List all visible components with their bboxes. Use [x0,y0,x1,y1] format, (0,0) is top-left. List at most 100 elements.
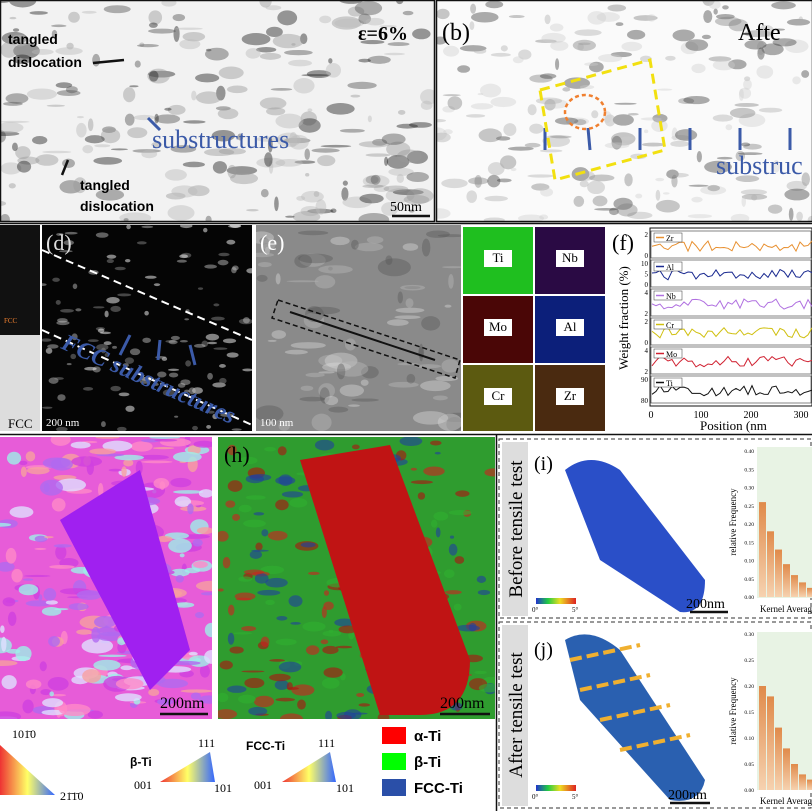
annotation: tangled [8,31,58,47]
texture-spot [744,39,767,50]
scale-label: 200nm [668,788,707,803]
histogram-bar [783,748,790,790]
texture-spot [322,630,342,637]
texture-spot [318,383,336,399]
texture-spot [474,174,482,188]
texture-spot [207,410,215,414]
texture-spot [290,621,301,625]
texture-spot [360,366,379,379]
texture-spot [265,577,288,588]
texture-spot [738,152,763,156]
texture-spot [20,466,27,478]
texture-spot [55,82,73,89]
texture-spot [18,584,39,596]
texture-spot [365,175,379,184]
texture-spot [275,476,296,485]
texture-spot [360,39,385,45]
texture-spot [277,446,287,456]
texture-spot [305,172,310,177]
texture-spot [807,215,812,221]
texture-spot [129,348,141,356]
texture-spot [212,413,218,420]
texture-spot [635,193,643,199]
texture-spot [284,349,308,355]
tag: FCC [4,317,18,325]
texture-spot [377,258,411,277]
texture-spot [42,150,72,154]
texture-spot [607,4,627,12]
texture-spot [0,625,5,634]
y-tick-label: 0.15 [744,710,754,716]
texture-spot [767,204,783,214]
texture-spot [302,621,326,632]
texture-spot [256,231,274,244]
texture-spot [42,406,53,409]
axis-title: Weight fraction (%) [616,266,631,370]
map-label: Zr [564,388,577,403]
y-tick-label: 2 [645,368,649,376]
texture-spot [127,127,148,139]
texture-spot [174,415,179,418]
texture-spot [372,138,388,146]
texture-spot [243,569,265,575]
texture-spot [0,561,15,572]
texture-spot [234,592,256,601]
texture-spot [691,196,703,203]
texture-spot [106,259,114,264]
texture-spot [175,574,184,583]
texture-spot [13,43,40,59]
texture-spot [604,114,616,127]
annotation: dislocation [80,198,154,214]
texture-spot [437,132,451,143]
texture-spot [286,280,319,283]
texture-spot [334,18,365,28]
y-tick-label: 0 [645,281,649,289]
y-tick-label: 80 [641,397,649,405]
texture-spot [275,638,297,646]
trend-line [651,355,812,368]
texture-spot [173,490,204,494]
texture-spot [291,684,315,696]
y-tick-label: 0 [645,252,649,260]
texture-spot [358,13,372,25]
texture-spot [218,252,230,257]
texture-spot [314,439,335,451]
texture-spot [665,55,676,61]
texture-spot [725,124,733,131]
texture-spot [55,47,83,55]
texture-spot [678,97,695,105]
texture-spot [288,59,313,67]
texture-spot [257,589,281,596]
texture-spot [155,114,181,124]
texture-spot [238,576,253,582]
texture-spot [95,437,120,439]
texture-spot [442,266,461,269]
texture-spot [347,6,365,17]
texture-spot [435,527,441,538]
texture-spot [292,211,321,221]
texture-spot [359,193,384,204]
texture-spot [442,105,455,113]
texture-spot [165,192,186,200]
texture-spot [655,177,665,182]
texture-spot [168,340,178,345]
texture-spot [396,149,422,163]
texture-spot [267,339,277,342]
texture-spot [341,187,349,201]
map-label: Cr [492,388,506,403]
texture-spot [574,119,587,126]
texture-spot [299,253,326,267]
texture-spot [241,33,271,46]
texture-spot [670,140,689,147]
texture-spot [11,568,23,583]
texture-spot [254,573,269,584]
texture-spot [260,636,270,648]
line-scan-box [271,299,461,379]
texture-spot [17,156,40,165]
texture-spot [430,440,442,446]
texture-spot [298,118,321,133]
texture-spot [801,172,810,186]
texture-spot [180,225,193,229]
texture-spot [702,0,715,6]
texture-spot [194,611,205,619]
